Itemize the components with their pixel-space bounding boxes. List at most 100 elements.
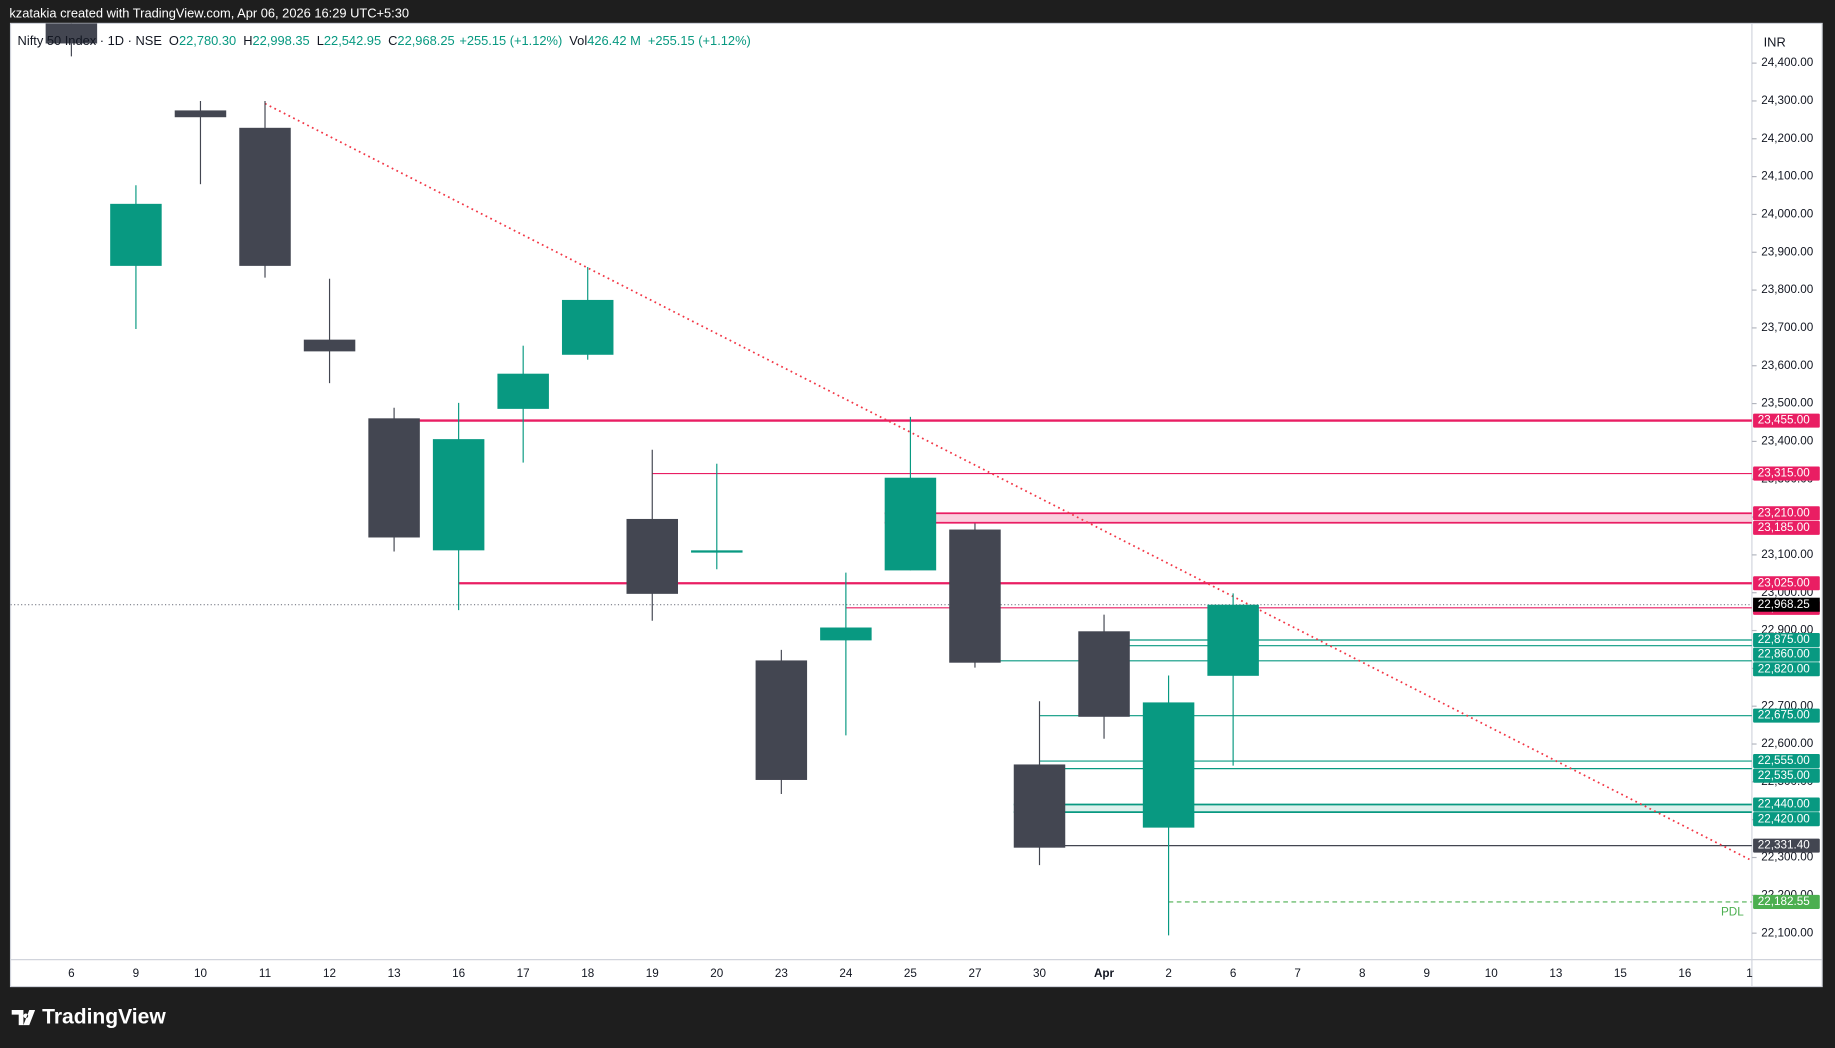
brand: TradingView: [42, 1006, 166, 1029]
candle-body: [45, 23, 98, 44]
candle-body: [303, 339, 356, 352]
x-tick-label: 30: [1033, 967, 1047, 980]
legend-key: L: [317, 34, 324, 49]
candle-body: [497, 373, 549, 409]
y-tick-label: 23,900.00: [1761, 245, 1813, 258]
level-text: PDL: [1721, 906, 1744, 919]
brand-logo: TradingView: [11, 1006, 166, 1029]
candle-body: [174, 110, 227, 118]
price-label: 23,455.00: [1758, 414, 1810, 427]
zone: [1013, 804, 1752, 813]
y-tick-label: 22,600.00: [1761, 737, 1813, 750]
price-label: 22,420.00: [1758, 812, 1810, 825]
y-tick-label: 23,400.00: [1761, 434, 1813, 447]
candle-body: [239, 127, 291, 266]
axes: 22,100.0022,200.0022,300.0022,400.0022,5…: [68, 56, 1820, 980]
y-tick-label: 22,100.00: [1761, 926, 1813, 939]
candle-body: [368, 418, 420, 538]
price-label: 22,860.00: [1758, 648, 1810, 661]
legend-value: 22,968.25: [397, 34, 454, 49]
candle-body: [884, 477, 937, 571]
candle-body: [1013, 764, 1066, 848]
x-tick-label: 2: [1165, 967, 1172, 980]
x-tick-label: 23: [775, 967, 788, 980]
legend-key: C: [388, 34, 397, 49]
candle-body: [561, 299, 614, 355]
price-label: 22,440.00: [1758, 798, 1810, 811]
x-tick-label: 16: [1678, 967, 1691, 980]
candle-body: [949, 529, 1001, 663]
legend: Nifty 50 Index · 1D · NSE O22,780.30 H22,9…: [18, 34, 751, 49]
y-tick-label: 23,500.00: [1761, 397, 1813, 410]
price-label: 22,182.55: [1758, 895, 1810, 908]
x-tick-label: 20: [710, 967, 723, 980]
x-tick-label: 27: [968, 967, 981, 980]
x-tick-label: 13: [388, 967, 401, 980]
x-tick-label: 7: [1294, 967, 1301, 980]
price-label: 22,820.00: [1758, 662, 1810, 675]
x-tick-label: 9: [133, 967, 140, 980]
price-label: 22,331.40: [1758, 839, 1810, 852]
legend-value: 22,780.30: [179, 34, 236, 49]
y-tick-label: 23,800.00: [1761, 283, 1813, 296]
price-label: 22,875.00: [1758, 633, 1810, 646]
x-tick-label: 24: [839, 967, 852, 980]
x-tick-label: 25: [904, 967, 917, 980]
candle-body: [110, 203, 162, 266]
candle-body: [626, 518, 679, 594]
legend-value: 22,542.95: [324, 34, 381, 49]
price-label-bg: [1753, 768, 1820, 783]
y-tick-label: 24,300.00: [1761, 94, 1813, 107]
legend-value: 22,998.35: [253, 34, 310, 49]
symbol: Nifty 50 Index · 1D · NSE: [18, 34, 163, 49]
legend-key: H: [243, 34, 252, 49]
y-tick-label: 24,000.00: [1761, 208, 1813, 221]
y-tick-label: 22,300.00: [1761, 851, 1813, 864]
price-label: 22,675.00: [1758, 709, 1810, 722]
trend-line: [264, 102, 1750, 861]
price-label-bg: [1753, 894, 1820, 909]
plot: PDL: [10, 23, 1752, 936]
x-tick-label: Apr: [1094, 967, 1115, 980]
legend-change: +255.15 (+1.12%): [459, 34, 562, 49]
candle-body: [755, 660, 808, 780]
candle-body: [1207, 604, 1259, 676]
price-label-bg: [1753, 838, 1820, 853]
x-tick-label: 15: [1614, 967, 1628, 980]
price-label-bg: [1753, 413, 1820, 428]
y-tick-label: 24,100.00: [1761, 170, 1813, 183]
currency: INR: [1764, 35, 1786, 50]
price-label: 23,185.00: [1758, 521, 1810, 534]
price-label: 23,025.00: [1758, 576, 1810, 589]
price-label-bg: [1753, 647, 1820, 662]
legend-key: O: [169, 34, 179, 49]
price-label-bg: [1753, 754, 1820, 769]
candle-body: [1078, 631, 1130, 717]
caption: kzatakia created with TradingView.com, A…: [9, 5, 409, 20]
price-label-bg: [1753, 812, 1820, 827]
price-label-bg: [1753, 576, 1820, 591]
candle-body: [1142, 702, 1195, 828]
last-price-bg: [1753, 597, 1820, 612]
legend-line: Nifty 50 Index · 1D · NSE O22,780.30 H22,9…: [18, 34, 751, 49]
x-tick-label: 6: [68, 967, 75, 980]
price-label: 23,315.00: [1758, 467, 1810, 480]
volume-value: 426.42 M: [587, 34, 641, 49]
price-label: 22,555.00: [1758, 754, 1810, 767]
y-tick-label: 23,100.00: [1761, 548, 1813, 561]
price-label: 22,535.00: [1758, 769, 1810, 782]
x-tick-label: 13: [1549, 967, 1562, 980]
candle-body: [432, 439, 485, 551]
zone: [884, 513, 1752, 523]
y-tick-label: 23,600.00: [1761, 359, 1813, 372]
x-tick-label: 1: [1746, 967, 1753, 980]
x-tick-label: 16: [452, 967, 465, 980]
x-tick-label: 10: [1485, 967, 1499, 980]
price-label-bg: [1753, 708, 1820, 723]
x-tick-label: 17: [517, 967, 530, 980]
y-tick-label: 23,700.00: [1761, 321, 1813, 334]
last-price-label: 22,968.25: [1758, 598, 1810, 611]
candle-body: [691, 550, 743, 553]
